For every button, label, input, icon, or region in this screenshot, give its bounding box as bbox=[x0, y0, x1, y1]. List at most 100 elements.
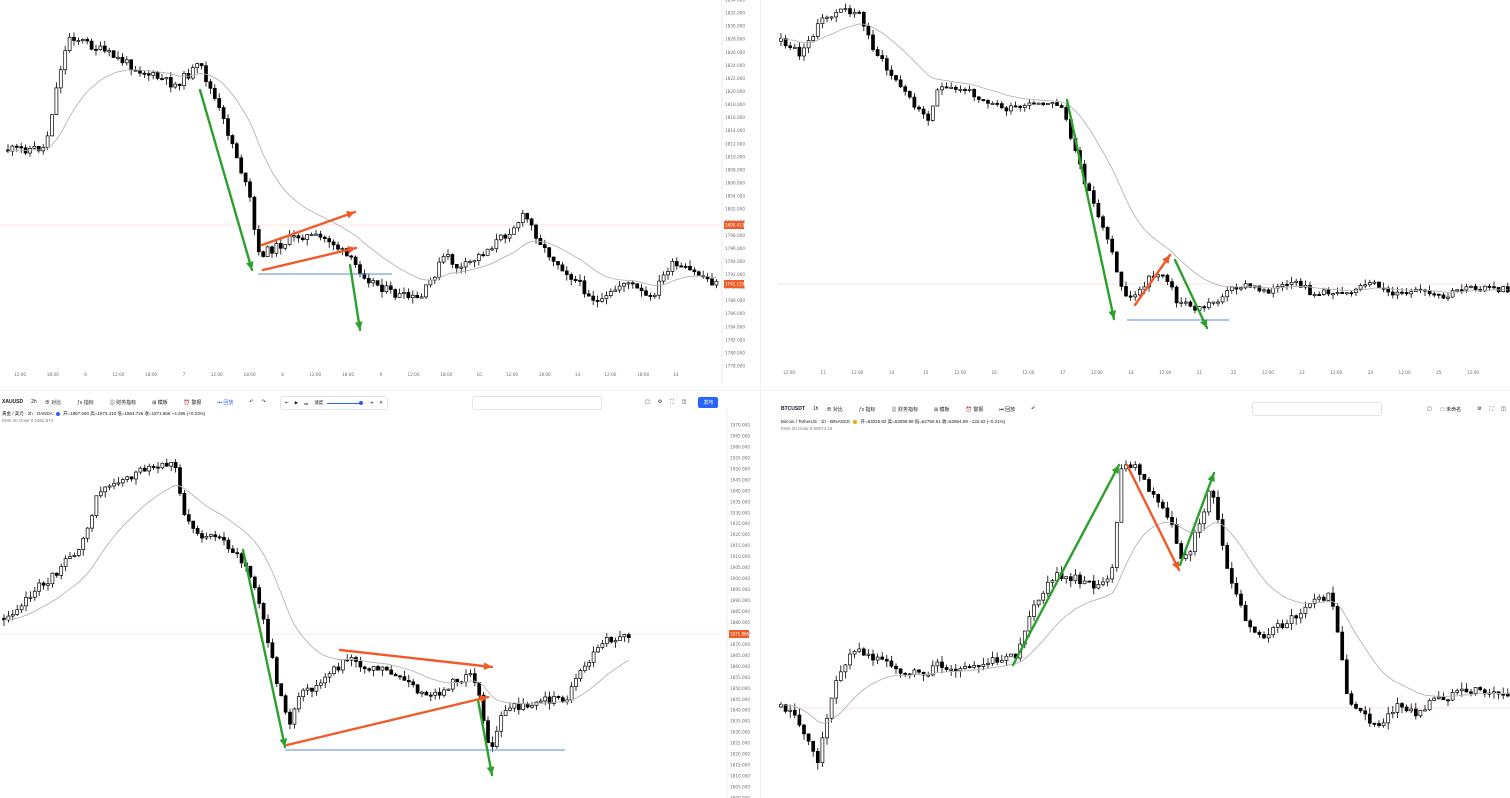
candle-body bbox=[147, 465, 152, 472]
candle-body bbox=[63, 558, 68, 567]
compare-button[interactable]: ⊕ 对比 bbox=[826, 406, 843, 413]
redo-icon[interactable]: ↷ bbox=[261, 399, 266, 405]
candle-body bbox=[1331, 592, 1335, 607]
chart-panel-top-right[interactable]: 12:00 11 12:00 14 15 12:00 16 12:00 17 12:00 18 12:… bbox=[777, 0, 1510, 384]
settings-icon[interactable]: ⚙ bbox=[1477, 406, 1482, 412]
candle-body bbox=[1091, 190, 1096, 204]
candle-body bbox=[1450, 290, 1455, 298]
settings-icon[interactable]: ⚙ bbox=[657, 399, 663, 405]
candle-body bbox=[190, 67, 195, 79]
chart-panel-bottom-right[interactable]: BTCUSDT 1h ⊕ 对比 ƒx 指标 ▥ 财务指标 ⊞ 模板 ⏰ 警报 ⏮… bbox=[777, 395, 1510, 798]
candle-body bbox=[376, 666, 380, 671]
candle-body bbox=[1262, 289, 1266, 292]
y-axis-tick-label: 1900.000 bbox=[730, 576, 750, 581]
green-arrow-head bbox=[279, 738, 288, 747]
replay-play-icon[interactable]: ▶ bbox=[294, 400, 299, 405]
candle-body bbox=[696, 271, 701, 276]
candle-body bbox=[1220, 296, 1225, 303]
candle-body bbox=[222, 536, 226, 541]
green-arrow-head bbox=[1207, 473, 1215, 482]
candle-body bbox=[1225, 290, 1230, 298]
candle-body bbox=[551, 256, 556, 262]
candle-body bbox=[1087, 580, 1092, 583]
candle-body bbox=[424, 284, 428, 298]
candle-body bbox=[85, 527, 90, 539]
candle-body bbox=[243, 172, 248, 183]
candle-body bbox=[420, 691, 424, 694]
candle-body bbox=[958, 89, 963, 92]
fullscreen-icon[interactable]: ⛶ bbox=[670, 399, 674, 405]
candle-body bbox=[1312, 294, 1317, 296]
chart-panel-bottom-left[interactable]: XAUUSD 2h ⊕ 对比 ƒx 指标 ▥ 财务指标 ⊞ 模板 ⏰ 警报 ⏮ … bbox=[0, 395, 755, 798]
compare-button[interactable]: ⊕ 对比 bbox=[44, 399, 62, 406]
chart-panel-top-left[interactable]: 1834.000 1832.000 1830.000 1828.000 1826.000… bbox=[0, 0, 745, 384]
chart-toolbar: XAUUSD 2h ⊕ 对比 ƒx 指标 ▥ 财务指标 ⊞ 模板 ⏰ 警报 ⏮ … bbox=[2, 395, 274, 409]
indicators-button[interactable]: ƒx 指标 bbox=[858, 406, 876, 413]
layout-icon[interactable]: ▢ bbox=[1427, 406, 1432, 412]
chart-canvas[interactable]: 1970.000 1965.000 1960.000 1955.000 1950.000… bbox=[0, 395, 755, 798]
replay-button[interactable]: ⏮ 回放 bbox=[999, 406, 1016, 413]
drawing-tools-bar[interactable] bbox=[472, 396, 602, 410]
candle-body bbox=[32, 590, 37, 598]
candle-body bbox=[235, 552, 240, 555]
candle-body bbox=[450, 678, 455, 690]
alert-button[interactable]: ⏰ 警报 bbox=[183, 399, 202, 406]
symbol-button[interactable]: XAUUSD bbox=[2, 399, 24, 405]
candle-body bbox=[6, 149, 10, 152]
candle-body bbox=[1257, 631, 1262, 635]
undo-icon[interactable]: ↶ bbox=[1031, 406, 1036, 412]
templates-button[interactable]: ⊞ 模板 bbox=[152, 399, 168, 406]
candle-body bbox=[481, 254, 486, 257]
candle-body bbox=[940, 86, 944, 91]
candle-body bbox=[1441, 696, 1446, 701]
fullscreen-icon[interactable]: ⛶ bbox=[1489, 406, 1494, 412]
candle-body bbox=[182, 73, 186, 86]
candle-body bbox=[1202, 511, 1207, 525]
y-axis-tick-label: 1828.000 bbox=[725, 37, 745, 42]
candle-body bbox=[156, 466, 160, 469]
y-axis-tick-label: 1960.000 bbox=[730, 444, 750, 449]
cloud-icon[interactable]: ☁ 未命名 bbox=[1439, 406, 1462, 413]
y-axis-tick-label: 1905.000 bbox=[730, 565, 750, 570]
undo-icon[interactable]: ↶ bbox=[249, 399, 254, 405]
candle-body bbox=[1386, 713, 1391, 724]
red-arrow-head bbox=[1171, 561, 1179, 570]
camera-icon[interactable]: ◫ bbox=[1501, 406, 1506, 412]
camera-icon[interactable]: ◫ bbox=[681, 399, 687, 405]
candle-body bbox=[283, 244, 288, 249]
interval-button[interactable]: 1h bbox=[812, 406, 819, 412]
candle-body bbox=[608, 291, 613, 296]
candle-body bbox=[1372, 722, 1377, 725]
chart-canvas[interactable]: 12:00 11 12:00 14 15 12:00 16 12:00 17 12:00 18 12:… bbox=[777, 0, 1510, 384]
candle-body bbox=[173, 461, 178, 468]
candle-body bbox=[815, 23, 820, 37]
replay-speed-slider[interactable] bbox=[327, 400, 364, 405]
replay-forward-icon[interactable]: ⏭ bbox=[304, 400, 309, 406]
candle-body bbox=[336, 666, 341, 671]
financial-indicators-button[interactable]: ▥ 财务指标 bbox=[109, 399, 137, 406]
financial-indicators-button[interactable]: ▥ 财务指标 bbox=[891, 406, 918, 413]
candle-body bbox=[1505, 286, 1510, 293]
indicators-button[interactable]: ƒx 指标 bbox=[77, 399, 94, 406]
publish-button[interactable]: 发布 bbox=[698, 396, 719, 408]
candle-body bbox=[1349, 292, 1354, 295]
drawing-tools-bar[interactable] bbox=[1252, 402, 1382, 416]
chart-legend: 黄金 / 美元 · 2h · OANDA 开=1867.590 高=1873.4… bbox=[2, 410, 205, 424]
candle-body bbox=[670, 261, 675, 272]
interval-button[interactable]: 2h bbox=[31, 399, 37, 405]
candle-body bbox=[287, 235, 292, 245]
candle-body bbox=[529, 218, 534, 226]
replay-button[interactable]: ⏮ 回放 bbox=[217, 399, 234, 406]
layout-icon[interactable]: ▢ bbox=[645, 399, 650, 405]
templates-button[interactable]: ⊞ 模板 bbox=[933, 406, 950, 413]
chart-canvas[interactable]: 1834.000 1832.000 1830.000 1828.000 1826.000… bbox=[0, 0, 745, 384]
candle-body bbox=[1280, 283, 1285, 287]
chart-canvas[interactable] bbox=[777, 395, 1510, 798]
close-icon[interactable]: ✕ bbox=[379, 400, 383, 405]
symbol-button[interactable]: BTCUSDT bbox=[781, 406, 805, 412]
replay-jump-icon[interactable]: ⇥ bbox=[369, 400, 374, 405]
candle-body bbox=[50, 114, 54, 137]
replay-select-icon[interactable]: ⇤ bbox=[285, 400, 289, 405]
replay-controls[interactable]: ⇤ ▶ ⏭ 速度 ⇥ ✕ bbox=[280, 396, 388, 410]
alert-button[interactable]: ⏰ 警报 bbox=[965, 406, 984, 413]
